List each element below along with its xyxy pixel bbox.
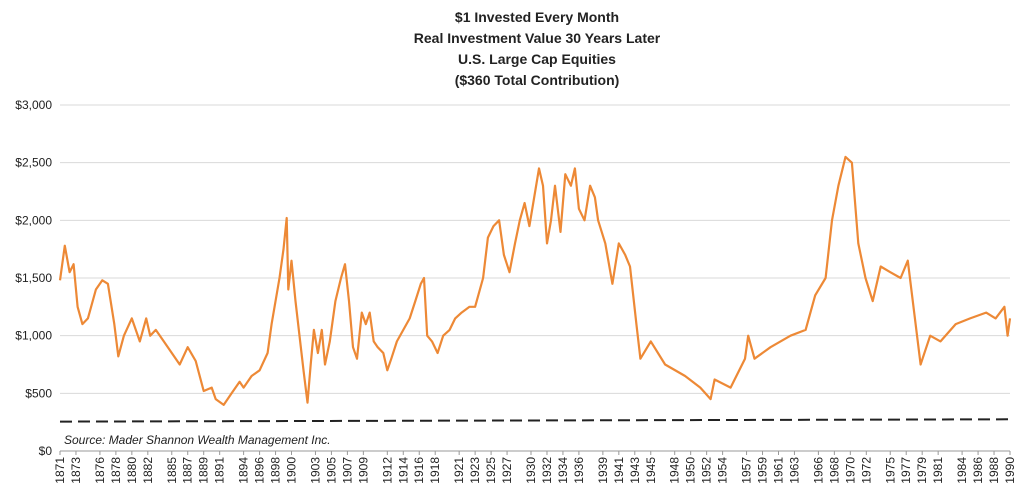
x-tick-label: 1918 [428, 457, 442, 484]
x-tick-label: 1950 [684, 457, 698, 484]
x-tick-label: 1943 [628, 457, 642, 484]
reference-line [59, 418, 1011, 423]
y-tick-label: $2,500 [15, 156, 52, 170]
x-tick-label: 1873 [69, 457, 83, 484]
x-tick-label: 1961 [771, 457, 785, 484]
x-tick-label: 1898 [269, 457, 283, 484]
x-tick-label: 1871 [53, 457, 67, 484]
x-tick-label: 1945 [644, 457, 658, 484]
x-tick-label: 1984 [955, 457, 969, 484]
y-tick-label: $1,500 [15, 271, 52, 285]
x-tick-label: 1885 [165, 457, 179, 484]
x-tick-label: 1882 [141, 457, 155, 484]
x-tick-label: 1891 [213, 457, 227, 484]
x-tick-label: 1977 [899, 457, 913, 484]
x-tick-label: 1905 [324, 457, 338, 484]
x-tick-label: 1979 [915, 457, 929, 484]
x-tick-label: 1932 [540, 457, 554, 484]
x-tick-label: 1876 [93, 457, 107, 484]
x-tick-label: 1894 [237, 457, 251, 484]
y-tick-label: $3,000 [15, 98, 52, 112]
x-tick-label: 1916 [412, 457, 426, 484]
source-note: Source: Mader Shannon Wealth Management … [64, 433, 331, 447]
x-tick-label: 1887 [181, 457, 195, 484]
x-tick-label: 1941 [612, 457, 626, 484]
x-tick-label: 1880 [125, 457, 139, 484]
x-tick-label: 1963 [787, 457, 801, 484]
x-tick-label: 1912 [380, 457, 394, 484]
x-tick-label: 1972 [859, 457, 873, 484]
y-tick-label: $1,000 [15, 329, 52, 343]
x-tick-label: 1959 [756, 457, 770, 484]
chart-title: Real Investment Value 30 Years Later [414, 30, 661, 46]
chart-title: $1 Invested Every Month [455, 9, 619, 25]
x-tick-label: 1878 [109, 457, 123, 484]
x-tick-label: 1948 [668, 457, 682, 484]
x-tick-label: 1990 [1003, 457, 1017, 484]
x-tick-label: 1966 [811, 457, 825, 484]
x-tick-label: 1957 [740, 457, 754, 484]
x-tick-label: 1968 [827, 457, 841, 484]
y-tick-label: $0 [39, 444, 53, 458]
x-tick-label: 1889 [197, 457, 211, 484]
x-tick-label: 1923 [468, 457, 482, 484]
x-tick-label: 1986 [971, 457, 985, 484]
chart-title: ($360 Total Contribution) [455, 72, 620, 88]
x-tick-label: 1954 [716, 457, 730, 484]
x-tick-label: 1975 [883, 457, 897, 484]
y-tick-label: $500 [25, 386, 52, 400]
x-tick-label: 1907 [340, 457, 354, 484]
x-tick-label: 1927 [500, 457, 514, 484]
x-tick-label: 1930 [524, 457, 538, 484]
y-tick-label: $2,000 [15, 213, 52, 227]
x-tick-label: 1903 [308, 457, 322, 484]
x-tick-label: 1981 [931, 457, 945, 484]
x-tick-label: 1934 [556, 457, 570, 484]
x-tick-label: 1952 [700, 457, 714, 484]
data-line [58, 155, 1012, 406]
x-tick-label: 1925 [484, 457, 498, 484]
x-tick-label: 1970 [843, 457, 857, 484]
x-tick-label: 1939 [596, 457, 610, 484]
x-tick-label: 1909 [356, 457, 370, 484]
x-tick-label: 1900 [285, 457, 299, 484]
chart-title: U.S. Large Cap Equities [458, 51, 616, 67]
x-tick-label: 1921 [452, 457, 466, 484]
x-tick-label: 1988 [987, 457, 1001, 484]
x-tick-label: 1936 [572, 457, 586, 484]
x-tick-label: 1914 [396, 457, 410, 484]
x-tick-label: 1896 [253, 457, 267, 484]
